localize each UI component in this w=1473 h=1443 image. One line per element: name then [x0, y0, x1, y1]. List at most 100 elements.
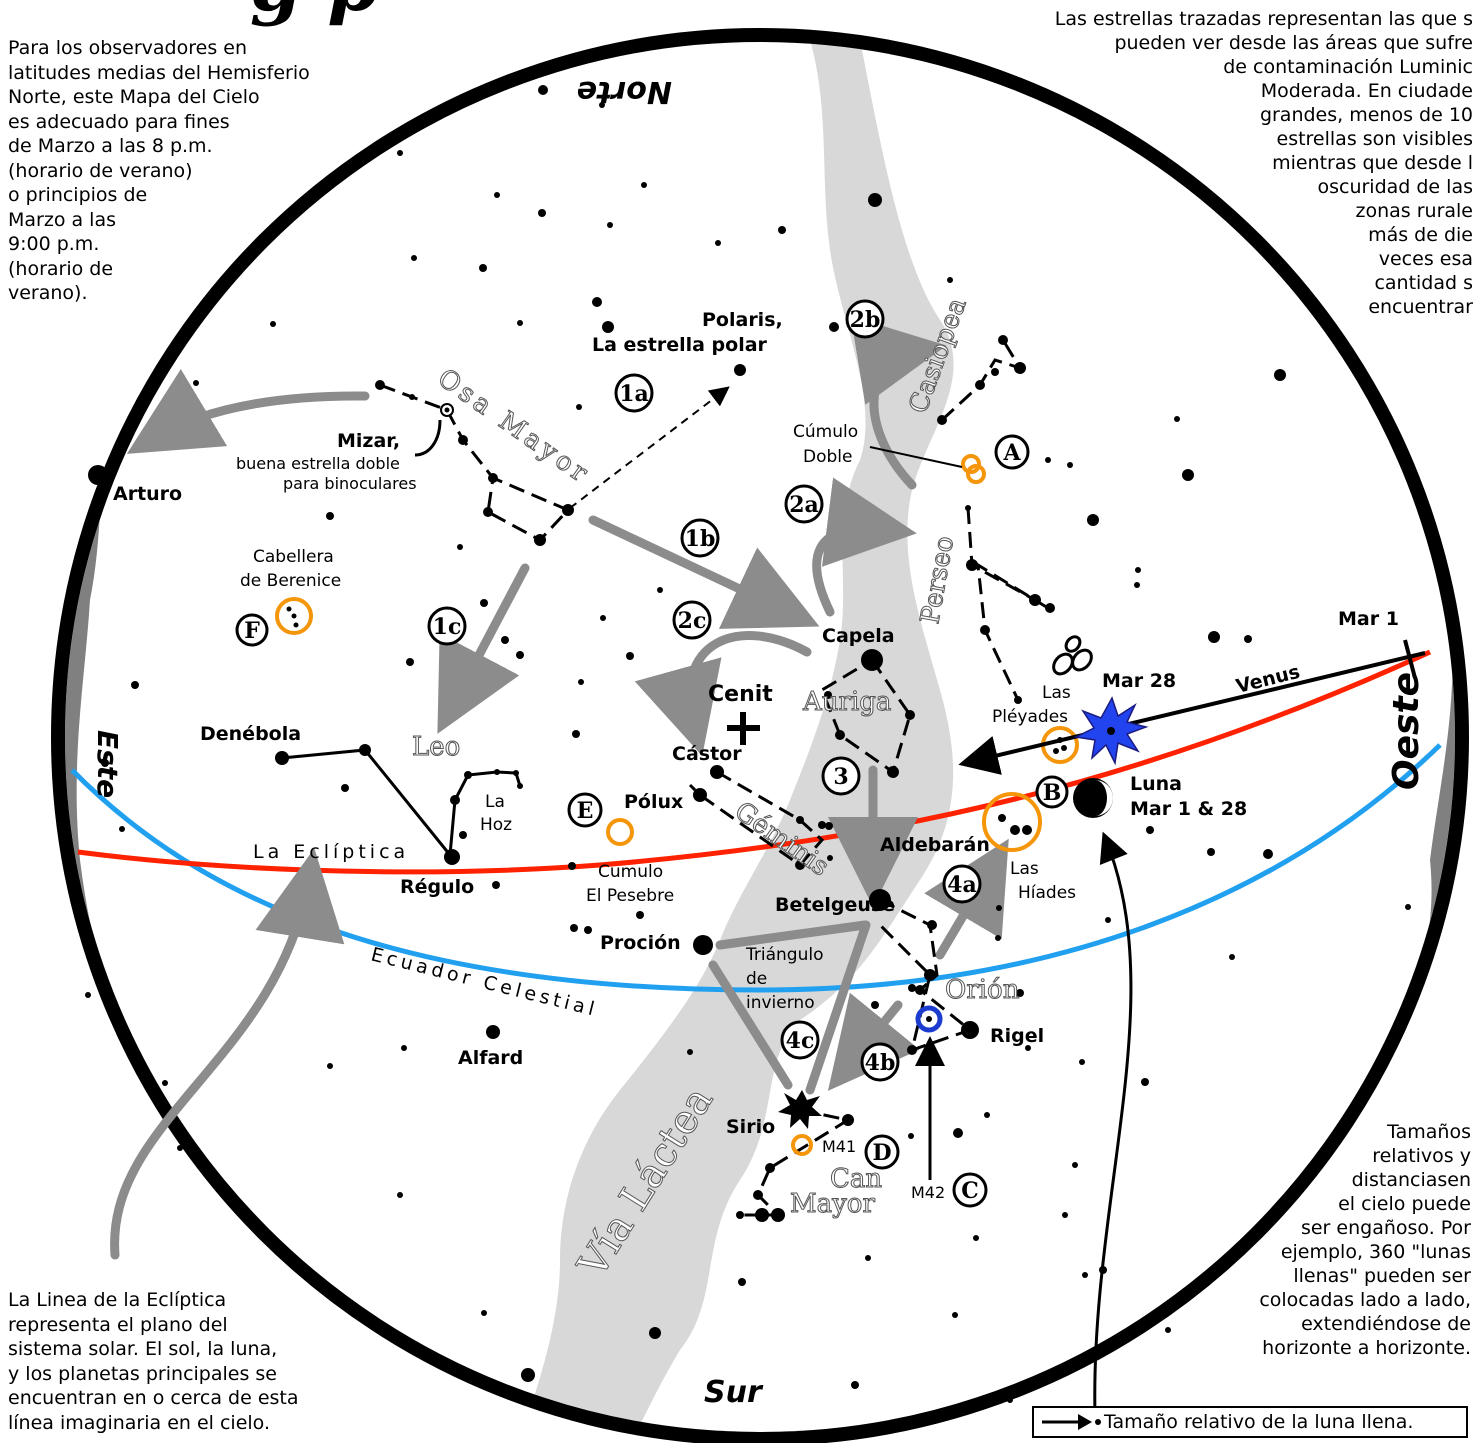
label-polux: Pólux	[624, 791, 684, 813]
star	[998, 814, 1006, 822]
label-can-mayor-1: Can	[830, 1164, 882, 1194]
star	[818, 821, 826, 829]
marker-1b: 1b	[685, 526, 716, 552]
arrow-1c	[437, 563, 530, 734]
star	[291, 613, 297, 619]
star	[778, 226, 786, 234]
label-mizar: Mizar,	[337, 430, 401, 452]
star	[409, 394, 415, 400]
star	[1045, 457, 1051, 463]
cluster-doble-b	[966, 464, 986, 484]
label-pesebre-2: El Pesebre	[586, 886, 675, 906]
label-luna-2: Mar 1 & 28	[1130, 798, 1248, 820]
star	[576, 404, 582, 410]
label-m41: M41	[822, 1137, 857, 1156]
star	[1053, 748, 1059, 754]
star	[984, 1112, 990, 1118]
star	[275, 751, 289, 765]
star	[494, 769, 500, 775]
marker-4c-ring	[780, 1020, 820, 1060]
label-zenith: Cenit	[708, 682, 773, 707]
label-hiades-1: Las	[1010, 859, 1039, 879]
nebula-core	[926, 1016, 932, 1022]
star	[562, 504, 574, 516]
marker-3: 3	[833, 764, 848, 790]
marker-2a-ring	[784, 484, 824, 524]
venus-path	[958, 651, 1426, 775]
label-pleyades-1: Las	[1042, 683, 1071, 703]
label-m42: M42	[911, 1183, 946, 1202]
star	[937, 415, 947, 425]
star	[480, 599, 488, 607]
star	[458, 435, 468, 445]
star	[952, 1312, 958, 1318]
direction-west: Oeste	[1386, 672, 1427, 790]
star	[534, 534, 546, 546]
marker-4a: 4a	[947, 872, 977, 898]
star	[464, 771, 472, 779]
arrow-1b	[588, 515, 820, 629]
label-cumulo-doble-2: Doble	[803, 447, 853, 467]
star	[1007, 1397, 1013, 1403]
star	[765, 1163, 775, 1173]
marker-2c-ring	[672, 600, 712, 640]
cluster-m41	[791, 1134, 813, 1156]
star	[457, 544, 463, 550]
legend-label: Tamaño relativo de la luna llena.	[1104, 1411, 1414, 1433]
star	[1014, 362, 1026, 374]
star	[975, 380, 985, 390]
star	[584, 926, 592, 934]
star	[1016, 989, 1024, 997]
star	[710, 765, 724, 779]
star	[908, 1133, 914, 1139]
star	[444, 849, 460, 865]
marker-D: D	[872, 1140, 891, 1166]
star	[517, 783, 523, 789]
marker-A: A	[1002, 440, 1021, 466]
label-polaris-1: Polaris,	[702, 309, 783, 331]
star	[85, 992, 91, 998]
label-denebola: Denébola	[200, 723, 302, 745]
star	[1146, 826, 1154, 834]
star	[996, 905, 1002, 911]
label-procion: Proción	[600, 932, 681, 954]
star	[1207, 848, 1215, 856]
star	[1141, 1078, 1149, 1086]
star	[1062, 1212, 1068, 1218]
star	[965, 505, 971, 511]
label-mizar-note-2: para binoculares	[283, 474, 417, 493]
star	[411, 255, 417, 261]
star	[397, 1192, 403, 1198]
arrow-1a	[569, 386, 730, 509]
star	[327, 1063, 333, 1069]
arrow-4c-2	[805, 920, 871, 1095]
marker-D-ring	[864, 1134, 900, 1170]
star	[341, 784, 349, 792]
star	[966, 559, 978, 571]
star	[270, 321, 276, 327]
star	[401, 1045, 407, 1051]
label-pleyades-2: Pléyades	[992, 707, 1069, 727]
star	[851, 1381, 859, 1389]
star	[995, 935, 1001, 941]
star	[1134, 582, 1140, 588]
marker-C-ring	[952, 1172, 988, 1208]
marker-4c: 4c	[786, 1028, 815, 1054]
star	[592, 297, 602, 307]
milky-way	[520, 42, 954, 1432]
star	[481, 1310, 487, 1316]
moon-icon	[1073, 778, 1113, 818]
label-cabellera-2: de Berenice	[240, 571, 342, 591]
star	[479, 264, 487, 272]
arrow-4b	[827, 992, 920, 1091]
star	[991, 368, 999, 376]
label-aldebaran: Aldebarán	[880, 834, 990, 856]
marker-1c: 1c	[433, 614, 462, 640]
star	[450, 795, 460, 805]
star	[1029, 594, 1041, 606]
star	[736, 1211, 744, 1219]
star	[293, 622, 299, 628]
label-cumulo-doble-1: Cúmulo	[793, 422, 859, 442]
figure-orion	[878, 898, 974, 1053]
star	[516, 651, 524, 659]
